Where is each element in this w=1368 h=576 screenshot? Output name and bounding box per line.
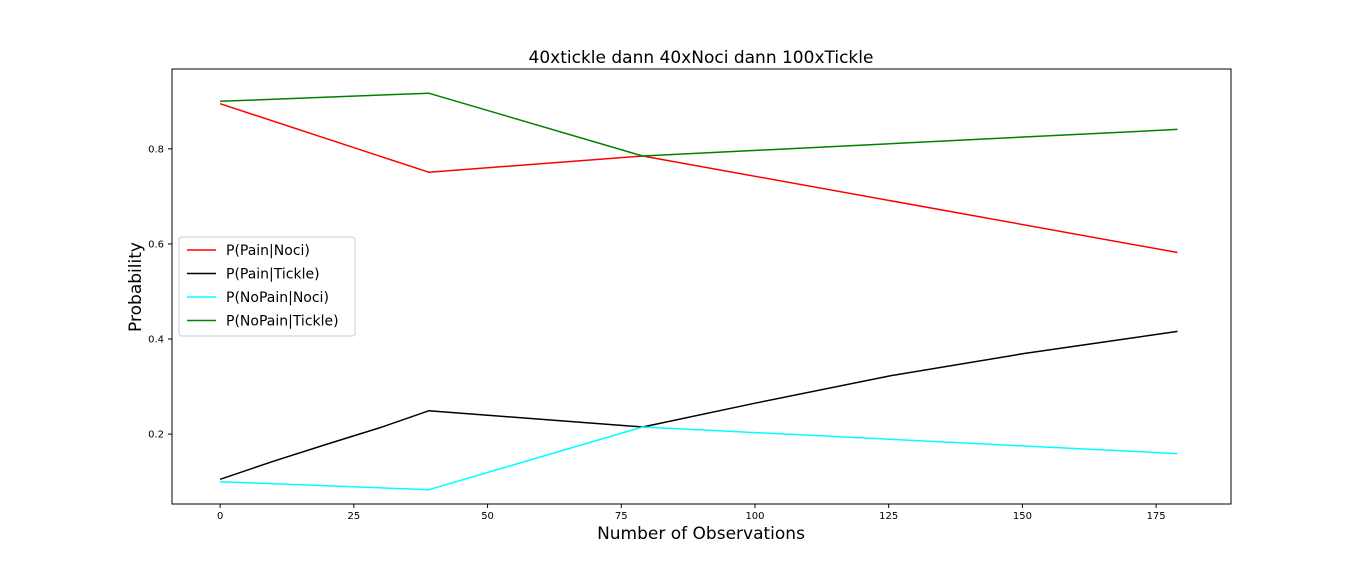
legend-label: P(Pain|Noci): [226, 243, 310, 259]
series-line-1: [219, 102, 1178, 254]
series-line-3: [220, 426, 1178, 491]
legend-label: P(NoPain|Tickle): [226, 314, 339, 330]
x-tick-label: 50: [481, 511, 494, 522]
legend-label: P(Pain|Tickle): [226, 267, 320, 283]
y-tick-label: 0.8: [148, 144, 164, 155]
y-tick-label: 0.4: [148, 335, 164, 346]
y-tick-label: 0.6: [148, 239, 164, 250]
legend-box: [178, 236, 356, 337]
x-tick-label: 125: [879, 511, 898, 522]
x-tick-label: 0: [217, 511, 223, 522]
x-tick-label: 100: [745, 511, 764, 522]
x-axis-label: Number of Observations: [597, 524, 805, 544]
chart-title: 40xtickle dann 40xNoci dann 100xTickle: [529, 48, 874, 68]
series-lines: [219, 92, 1178, 491]
y-axis-label: Probability: [126, 242, 146, 332]
x-tick-label: 25: [347, 511, 360, 522]
legend-label: P(NoPain|Noci): [226, 290, 329, 306]
x-tick-label: 150: [1013, 511, 1032, 522]
series-line-4: [220, 92, 1178, 157]
x-tick-label: 175: [1147, 511, 1166, 522]
axis-ticks: 0 25 50 75 100 125 150 175 0.2 0.4 0.6 0.8: [148, 144, 1166, 522]
legend: P(Pain|Noci) P(Pain|Tickle) P(NoPain|Noci)…: [178, 236, 356, 337]
y-tick-label: 0.2: [148, 430, 164, 441]
series-line-2: [219, 330, 1178, 481]
x-tick-label: 75: [615, 511, 628, 522]
